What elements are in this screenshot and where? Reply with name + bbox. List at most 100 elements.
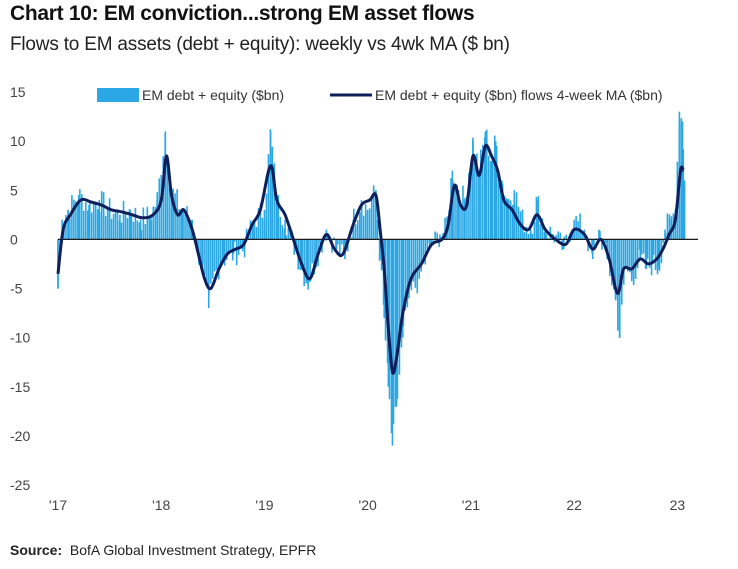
weekly-flow-bar [305,239,307,284]
weekly-flow-bar [172,188,174,240]
weekly-flow-bar [681,121,684,240]
weekly-flow-bar [474,157,476,240]
weekly-flow-bar [454,186,456,240]
weekly-flow-bar [354,224,357,240]
legend: EM debt + equity ($bn) EM debt + equity … [97,87,663,103]
weekly-flow-bar [680,118,683,240]
weekly-flow-bar [77,195,80,240]
weekly-flow-bar [652,239,655,255]
weekly-flow-bar [390,239,393,434]
weekly-flow-bar [664,229,666,240]
weekly-flow-bar [529,229,532,240]
weekly-flow-bar [283,228,286,240]
weekly-flow-bar [307,239,309,284]
weekly-flow-bar [313,239,315,275]
y-axis-ticks: 15 10 5 0 -5 -10 -15 -20 -25 [10,84,30,493]
weekly-flow-bar [284,219,286,240]
weekly-flow-bar [90,212,93,240]
weekly-flow-bar [116,209,119,240]
legend-swatch-bars [97,88,139,102]
weekly-flow-bar [634,239,637,279]
weekly-flow-bar [180,209,182,240]
weekly-flow-bar [201,239,204,269]
weekly-flow-bar [210,239,212,284]
weekly-flow-bar [406,239,409,308]
weekly-flow-bar [624,239,627,269]
weekly-flow-bar [398,239,401,375]
weekly-flow-bar [617,239,619,331]
weekly-flow-bar [335,239,338,250]
weekly-flow-bar [351,237,353,240]
weekly-flow-bar [247,236,250,240]
weekly-flow-bar [598,229,600,240]
y-tick-label: 0 [10,231,18,247]
weekly-flow-bar [362,215,365,240]
weekly-flow-bar [501,180,503,240]
weekly-flow-bar [86,210,89,240]
source-label: Source: [10,542,63,558]
weekly-flow-bar [642,239,645,254]
weekly-flow-bar [188,217,190,240]
weekly-flow-bar [544,229,547,240]
weekly-flow-bar [333,237,335,240]
weekly-flow-bar [277,195,280,240]
weekly-flow-bar [263,209,266,240]
weekly-flow-bar [408,239,410,299]
weekly-flow-bar [96,209,99,240]
weekly-flow-bar [148,216,151,240]
weekly-flow-bar [112,213,115,240]
weekly-flow-bar [468,172,470,240]
weekly-flow-bar [360,200,363,240]
weekly-flow-bar [130,215,133,240]
chart-title: Chart 10: EM conviction...strong EM asse… [10,2,475,25]
weekly-flow-bar [484,131,487,240]
weekly-flow-bar [622,239,625,285]
weekly-flow-bar [164,131,167,240]
weekly-flow-bar [640,239,643,255]
weekly-flow-bar [83,210,85,240]
weekly-flow-bar [559,232,562,240]
weekly-flow-bar [132,221,135,240]
weekly-flow-bar [418,239,421,279]
weekly-flow-bar [233,239,236,242]
weekly-flow-bar [645,239,648,269]
weekly-flow-bar [636,239,639,269]
weekly-flow-bar [128,209,131,240]
weekly-flow-bar [261,217,264,240]
weekly-flow-bar [400,239,403,348]
weekly-flow-bar [77,201,79,240]
weekly-flow-bar [84,202,87,240]
weekly-flow-bar [79,189,81,240]
weekly-flow-bar [485,129,488,240]
weekly-flow-bar [126,218,129,240]
source-text: BofA Global Investment Strategy, EPFR [69,542,317,558]
weekly-flow-bar [108,209,111,240]
weekly-flow-bar [184,214,186,240]
weekly-flow-bar [150,214,152,240]
weekly-flow-bar [339,239,341,258]
weekly-flow-bar [422,239,425,264]
weekly-flow-bar [523,232,526,240]
weekly-flow-bar [639,239,641,260]
weekly-flow-bar [219,239,222,269]
weekly-flow-bar [303,239,305,287]
weekly-flow-bar [299,239,301,270]
weekly-flow-bar [614,239,617,299]
weekly-flow-bar [501,183,504,240]
weekly-flow-bar [392,239,395,424]
weekly-flow-bar [104,215,107,240]
weekly-flow-bar [204,239,206,275]
weekly-flow-bar [420,239,423,272]
weekly-flow-bar [472,141,474,240]
weekly-flow-bar [683,180,686,240]
weekly-flow-bar [444,217,446,240]
weekly-flow-bar [265,193,268,240]
weekly-flow-bar [223,239,226,266]
weekly-flow-bar [216,239,218,270]
weekly-flow-bar [162,156,165,240]
weekly-flow-bar [245,228,248,240]
weekly-flow-bar [315,239,317,260]
weekly-flow-bar [178,209,180,240]
weekly-flow-bar [628,239,631,273]
weekly-flow-bar [227,239,230,252]
